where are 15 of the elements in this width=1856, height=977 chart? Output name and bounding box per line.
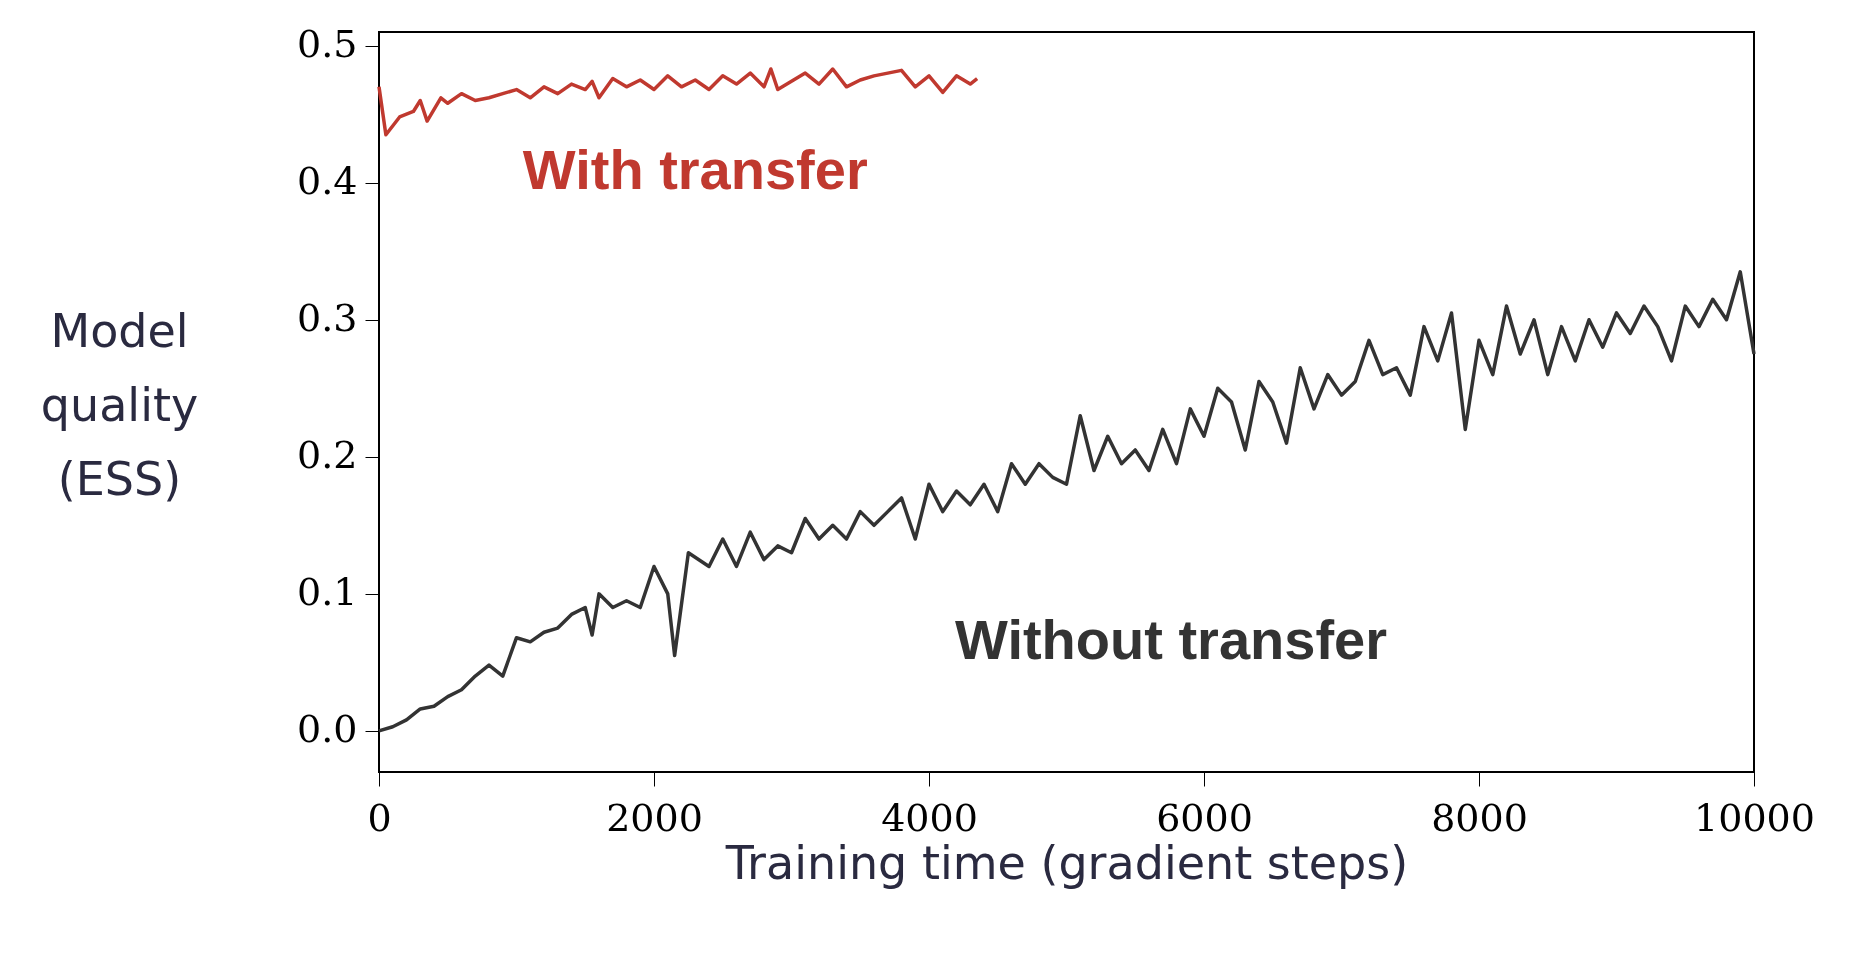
- series-label: Without transfer: [955, 608, 1387, 671]
- y-tick-label: 0.2: [297, 433, 358, 478]
- y-tick-label: 0.0: [297, 707, 358, 752]
- y-tick-label: 0.5: [297, 22, 358, 67]
- y-axis-title: Model quality (ESS): [40, 303, 199, 506]
- x-tick-label: 0: [367, 795, 392, 840]
- y-tick-label: 0.4: [297, 159, 358, 204]
- x-tick-label: 2000: [606, 795, 703, 840]
- line-series: [377, 67, 979, 137]
- x-tick-label: 10000: [1694, 795, 1815, 840]
- line-series: [377, 270, 1756, 733]
- y-tick-label: 0.1: [297, 570, 358, 615]
- y-tick-label: 0.3: [297, 296, 358, 341]
- x-tick-label: 8000: [1431, 795, 1528, 840]
- series-label: With transfer: [522, 138, 868, 201]
